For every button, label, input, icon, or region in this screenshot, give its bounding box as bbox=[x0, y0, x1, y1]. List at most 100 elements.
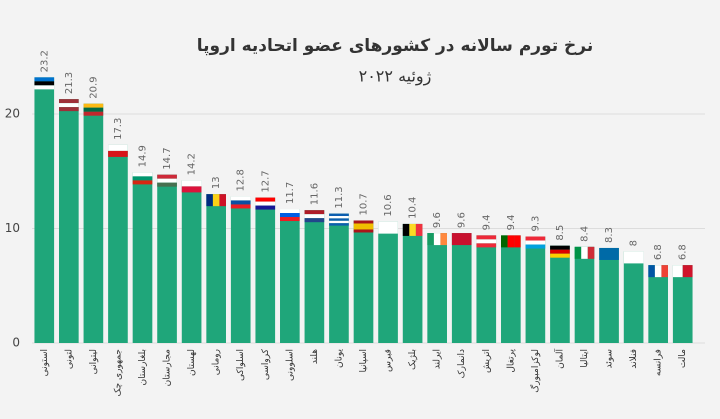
flag-stripe bbox=[255, 197, 276, 202]
flag-stripe bbox=[34, 81, 55, 86]
flag-stripe bbox=[108, 150, 128, 157]
value-label: 20.9 bbox=[88, 76, 99, 98]
flag-stripe bbox=[587, 246, 595, 259]
value-label: 17.3 bbox=[113, 118, 124, 140]
flag-stripe bbox=[402, 223, 410, 236]
x-tick-label: لیتوانی bbox=[89, 349, 99, 374]
flag-stripe bbox=[648, 265, 655, 278]
value-label: 9.6 bbox=[432, 212, 443, 228]
value-label: 6.8 bbox=[653, 244, 664, 260]
flag-stripe bbox=[525, 236, 546, 241]
value-label: 9.6 bbox=[457, 212, 468, 228]
value-label: 14.2 bbox=[187, 153, 198, 175]
value-label: 10.4 bbox=[408, 197, 419, 219]
bar bbox=[648, 265, 668, 343]
flag-stripe bbox=[157, 178, 177, 183]
value-label: 6.8 bbox=[678, 244, 689, 260]
bar bbox=[476, 235, 497, 343]
flag-stripe bbox=[83, 103, 104, 108]
flag-stripe bbox=[329, 223, 349, 226]
value-label: 13 bbox=[211, 176, 222, 189]
bar bbox=[353, 220, 374, 343]
bar bbox=[255, 197, 276, 343]
value-label: 11.3 bbox=[334, 186, 345, 208]
value-label: 10.7 bbox=[359, 193, 370, 215]
x-tick-label: جمهوری چک bbox=[113, 349, 123, 396]
value-label: 9.4 bbox=[506, 214, 517, 230]
flag-stripe bbox=[304, 214, 325, 219]
x-tick-label: کرواسی bbox=[261, 348, 271, 380]
x-tick-label: مالت bbox=[678, 349, 688, 368]
value-label: 21.3 bbox=[64, 72, 75, 94]
flag-stripe bbox=[581, 246, 588, 259]
flag-stripe bbox=[353, 220, 374, 224]
flag-stripe bbox=[230, 204, 251, 209]
flag-stripe bbox=[59, 99, 79, 104]
value-label: 14.9 bbox=[138, 145, 149, 167]
flag-stripe bbox=[132, 176, 153, 181]
flag-stripe bbox=[280, 213, 300, 218]
bar bbox=[34, 77, 55, 344]
flag-stripe bbox=[654, 265, 662, 278]
bar bbox=[181, 180, 202, 343]
x-tick-label: فرانسه bbox=[654, 349, 664, 376]
flag-stripe bbox=[304, 218, 325, 223]
flag-stripe bbox=[212, 194, 220, 207]
flag-stripe bbox=[83, 107, 104, 112]
flag-stripe bbox=[353, 223, 374, 227]
chart-title: نرخ تورم سالانه در کشورهای عضو اتحادیه ا… bbox=[197, 36, 594, 56]
value-label: 8.5 bbox=[555, 225, 566, 241]
flag-stripe bbox=[451, 233, 472, 246]
value-label: 12.7 bbox=[260, 170, 271, 192]
bar bbox=[378, 221, 398, 343]
y-tick-label: 10 bbox=[5, 221, 20, 235]
flag-stripe bbox=[230, 196, 251, 201]
bar bbox=[59, 99, 79, 344]
flag-stripe bbox=[623, 251, 644, 264]
bar bbox=[83, 103, 104, 343]
flag-stripe bbox=[157, 174, 177, 179]
flag-stripe bbox=[34, 77, 55, 82]
x-tick-label: اسپانیا bbox=[359, 349, 369, 372]
flag-stripe bbox=[525, 244, 546, 249]
flag-stripe bbox=[157, 182, 177, 187]
x-tick-label: بلغارستان bbox=[138, 349, 148, 386]
flag-stripe bbox=[353, 229, 374, 233]
y-tick-label: 0 bbox=[12, 336, 20, 350]
flag-stripe bbox=[206, 194, 213, 207]
flag-stripe bbox=[440, 233, 447, 246]
flag-stripe bbox=[476, 239, 497, 244]
flag-stripe bbox=[353, 226, 374, 230]
flag-stripe bbox=[476, 243, 497, 248]
value-label: 23.2 bbox=[39, 50, 50, 72]
x-tick-label: لوکزامبورگ bbox=[529, 349, 541, 393]
flag-stripe bbox=[255, 205, 276, 210]
value-label: 8 bbox=[629, 240, 640, 246]
flag-stripe bbox=[378, 221, 398, 234]
x-tick-label: ایتالیا bbox=[580, 349, 590, 368]
flag-stripe bbox=[219, 194, 226, 207]
value-label: 9.4 bbox=[481, 214, 492, 230]
bar bbox=[672, 265, 693, 343]
x-tick-label: سوئد bbox=[605, 349, 615, 368]
x-tick-label: ایرلند bbox=[433, 349, 443, 369]
bar bbox=[427, 233, 447, 343]
value-label: 9.3 bbox=[530, 216, 541, 232]
flag-stripe bbox=[550, 245, 570, 250]
flag-stripe bbox=[59, 103, 79, 108]
flag-stripe bbox=[661, 265, 668, 278]
bar bbox=[599, 247, 619, 343]
x-tick-label: هلند bbox=[310, 349, 320, 364]
flag-stripe bbox=[108, 144, 128, 151]
x-tick-label: آلمان bbox=[553, 349, 565, 369]
flag-stripe bbox=[181, 186, 202, 193]
bar bbox=[550, 245, 570, 343]
bar bbox=[304, 210, 325, 343]
value-label: 11.6 bbox=[309, 183, 320, 205]
x-tick-label: اسلواکی bbox=[236, 349, 246, 381]
flag-stripe bbox=[83, 111, 104, 116]
flag-stripe bbox=[599, 247, 619, 260]
flag-stripe bbox=[329, 220, 349, 224]
